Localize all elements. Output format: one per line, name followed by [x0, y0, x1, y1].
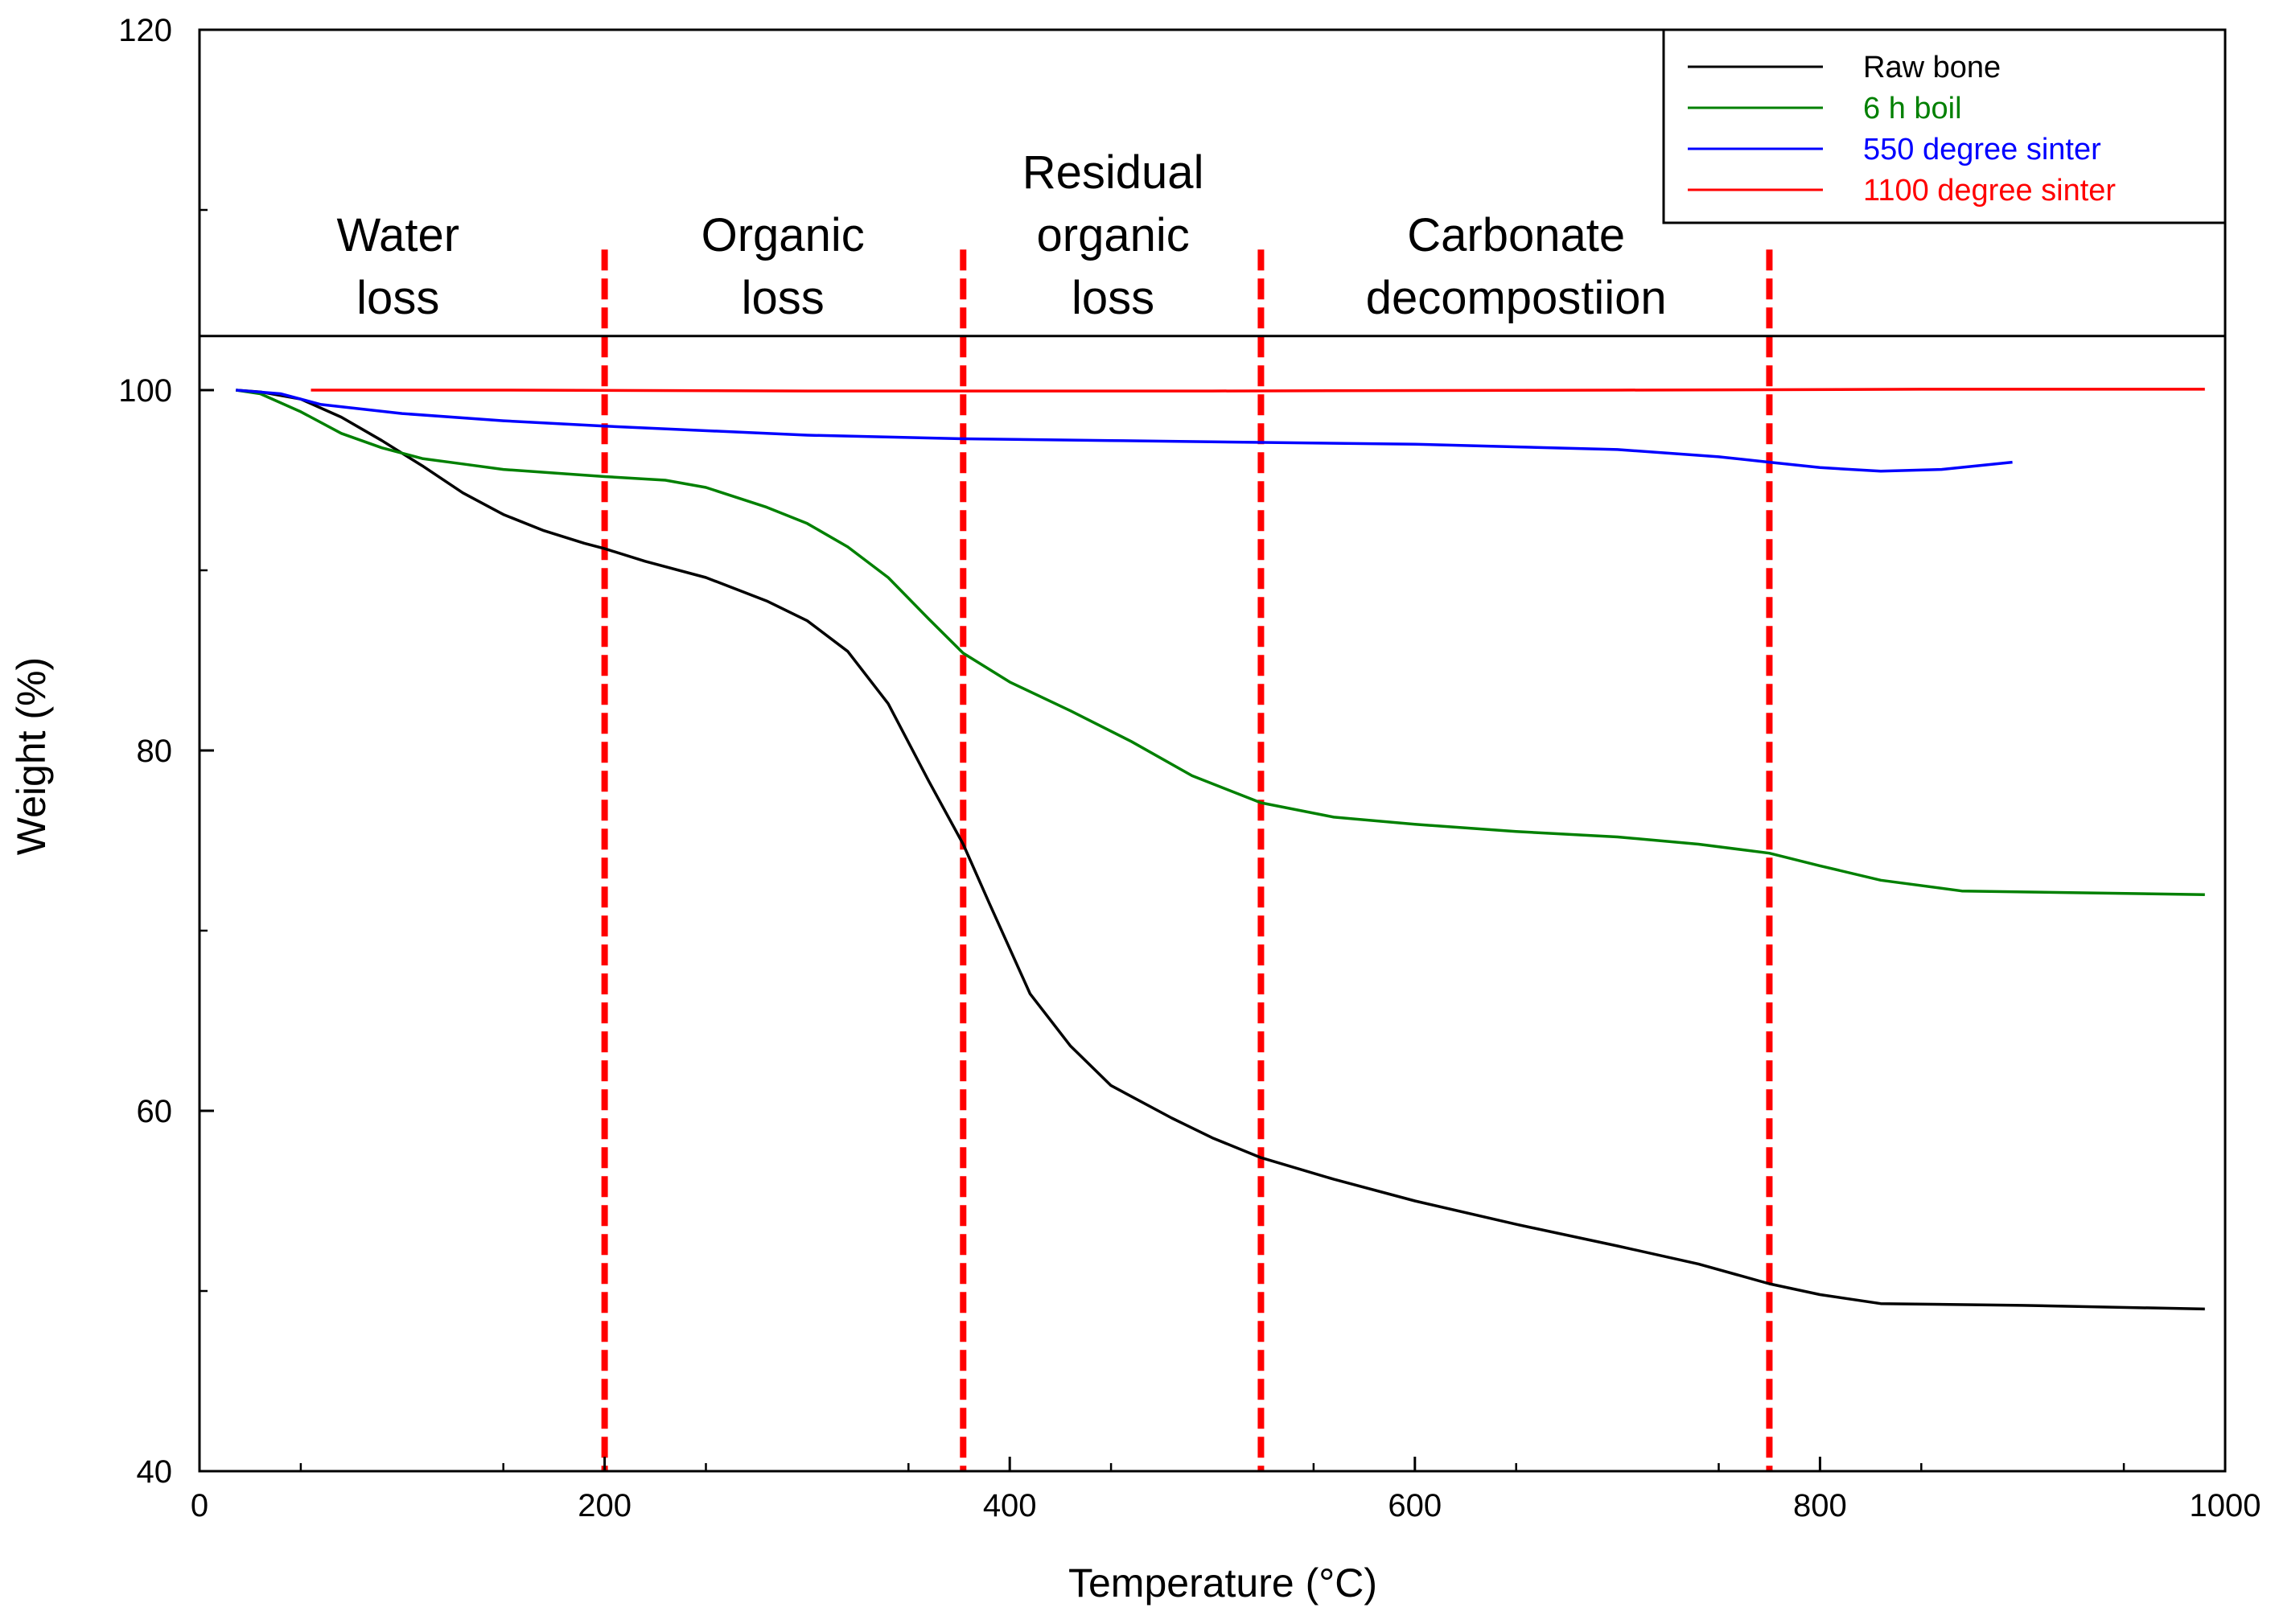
y-tick-label: 60: [137, 1094, 173, 1129]
x-tick-label: 600: [1388, 1488, 1442, 1523]
x-axis-title: Temperature (°C): [1068, 1560, 1377, 1605]
x-tick-label: 1000: [2190, 1488, 2261, 1523]
region-label-4: decompostiion: [1366, 272, 1667, 324]
x-tick-label: 800: [1793, 1488, 1847, 1523]
series-line-raw-bone: [236, 389, 2205, 1311]
series-layer: [236, 388, 2205, 1311]
region-boundaries: [601, 249, 1773, 1471]
legend-label: Raw bone: [1863, 51, 2001, 84]
series-line-1100-degree-sinter: [311, 388, 2205, 393]
region-label-4: Carbonate: [1407, 209, 1625, 261]
region-label-3: Residual: [1022, 146, 1204, 199]
legend-label: 1100 degree sinter: [1863, 174, 2116, 208]
axis-ticks: 0 200 400 600 800 1000 40 60 80 100 120: [118, 13, 2261, 1523]
region-label-2: loss: [742, 272, 825, 324]
x-tick-label: 400: [983, 1488, 1037, 1523]
region-label-1: Water: [336, 209, 459, 261]
legend: Raw bone 6 h boil 550 degree sinter 1100 de…: [1662, 28, 2227, 224]
y-axis-title: Weight (%): [9, 657, 54, 855]
legend-label: 550 degree sinter: [1863, 133, 2101, 167]
y-tick-label: 40: [137, 1454, 173, 1490]
legend-label: 6 h boil: [1863, 92, 1962, 125]
series-line-550-degree-sinter: [236, 389, 2013, 473]
y-tick-label: 100: [118, 373, 172, 409]
region-labels: Water loss Organic loss Residual organic loss C…: [336, 146, 1666, 324]
region-label-1: loss: [356, 272, 439, 324]
x-tick-label: 0: [191, 1488, 208, 1523]
series-line-6-h-boil: [236, 389, 2205, 896]
x-tick-label: 200: [578, 1488, 631, 1523]
region-label-3: loss: [1072, 272, 1154, 324]
y-tick-label: 80: [137, 734, 173, 769]
y-tick-label: 120: [118, 13, 172, 48]
region-label-3: organic: [1037, 209, 1190, 261]
region-label-2: Organic: [701, 209, 865, 261]
